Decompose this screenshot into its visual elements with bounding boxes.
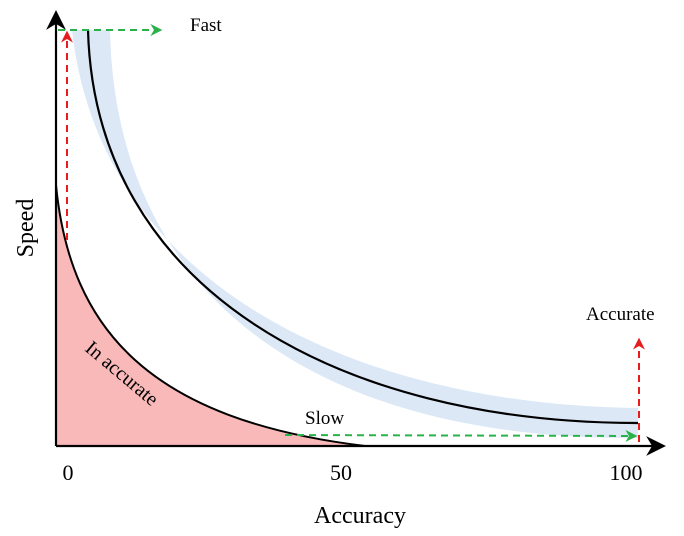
y-axis-title: Speed [13, 199, 39, 258]
tradeoff-curve [86, 29, 639, 425]
slow-arrow [284, 429, 638, 442]
accurate-label: Accurate [586, 304, 655, 325]
inaccurate-boundary-curve [55, 184, 366, 447]
fast-label: Fast [190, 15, 222, 36]
x-tick-label-100: 100 [610, 460, 643, 485]
x-axis-title: Accuracy [314, 503, 406, 529]
x-tick-label-0: 0 [63, 460, 74, 485]
x-tick-label-50: 50 [330, 460, 352, 485]
slow-label: Slow [305, 408, 344, 429]
inaccurate-region [56, 185, 365, 446]
